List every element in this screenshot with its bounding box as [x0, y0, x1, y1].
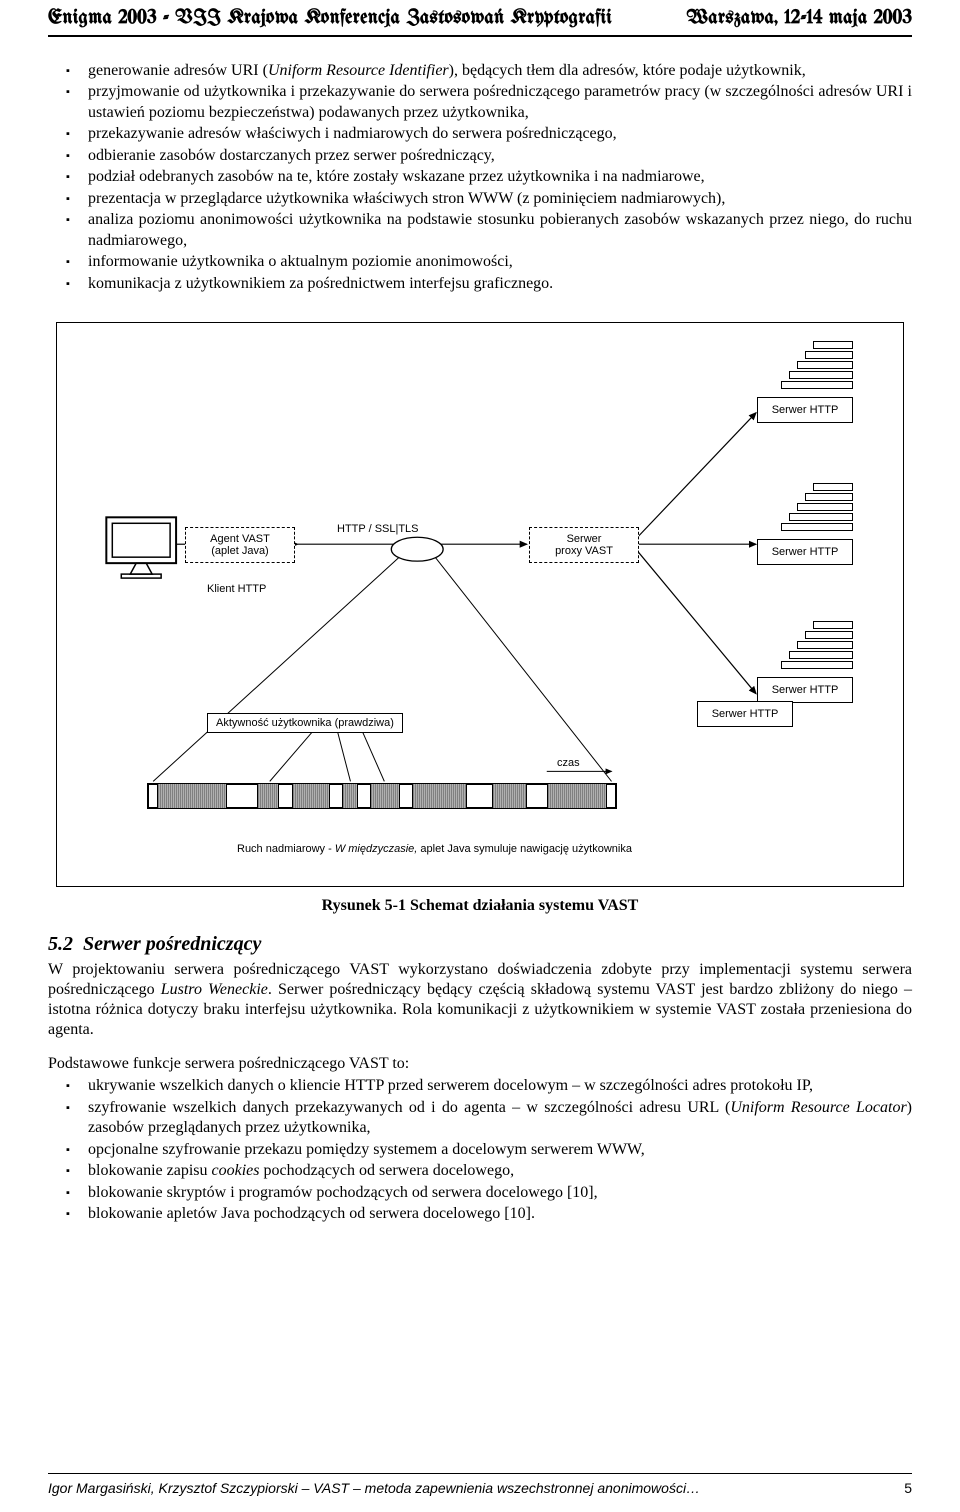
server-stack-4: Serwer HTTP: [697, 701, 793, 727]
timeline-segment: [492, 783, 527, 809]
list-item: blokowanie zapisu cookies pochodzących o…: [48, 1161, 912, 1181]
server-label-3: Serwer HTTP: [757, 677, 853, 703]
list-item: opcjonalne szyfrowanie przekazu pomiędzy…: [48, 1140, 912, 1160]
page-footer: Igor Margasiński, Krzysztof Szczypiorski…: [48, 1473, 912, 1496]
list-item: odbieranie zasobów dostarczanych przez s…: [48, 146, 912, 166]
proxy-line1: Serwer: [567, 533, 602, 545]
footer-left: Igor Margasiński, Krzysztof Szczypiorski…: [48, 1480, 700, 1496]
list-item: przekazywanie adresów właściwych i nadmi…: [48, 124, 912, 144]
timeline-segment: [157, 783, 227, 809]
list-item: ukrywanie wszelkich danych o kliencie HT…: [48, 1076, 912, 1096]
server-label-4: Serwer HTTP: [697, 701, 793, 727]
list-item: przyjmowanie od użytkownika i przekazywa…: [48, 82, 912, 123]
list-item: szyfrowanie wszelkich danych przekazywan…: [48, 1098, 912, 1139]
timeline-segment: [257, 783, 279, 809]
activity-label: Aktywność użytkownika (prawdziwa): [207, 713, 403, 733]
client-label: Klient HTTP: [207, 583, 266, 595]
timeline-segment: [412, 783, 467, 809]
czas-label: czas: [557, 757, 580, 769]
list-item: komunikacja z użytkownikiem za pośrednic…: [48, 274, 912, 294]
agent-line2: (aplet Java): [211, 545, 268, 557]
server-label-2: Serwer HTTP: [757, 539, 853, 565]
header-left: Enigma 2003 - VII Krajowa Konferencja Za…: [48, 8, 612, 29]
server-label-1: Serwer HTTP: [757, 397, 853, 423]
agent-box: Agent VAST (aplet Java): [185, 527, 295, 563]
list-item: podział odebranych zasobów na te, które …: [48, 167, 912, 187]
section-title: Serwer pośredniczący: [83, 933, 261, 955]
list-item: prezentacja w przeglądarce użytkownika w…: [48, 189, 912, 209]
list-item: blokowanie skryptów i programów pochodzą…: [48, 1183, 912, 1203]
list-item: informowanie użytkownika o aktualnym poz…: [48, 252, 912, 272]
bullet-list-1: generowanie adresów URI (Uniform Resourc…: [48, 61, 912, 294]
section-num: 5.2: [48, 933, 73, 955]
server-stack-2: Serwer HTTP: [757, 483, 853, 565]
list-item: analiza poziomu anonimowości użytkownika…: [48, 210, 912, 251]
timeline-segment: [292, 783, 330, 809]
proxy-box: Serwer proxy VAST: [529, 527, 639, 563]
timeline-segment: [547, 783, 607, 809]
list-item: blokowanie apletów Java pochodzących od …: [48, 1204, 912, 1224]
list-item: generowanie adresów URI (Uniform Resourc…: [48, 61, 912, 81]
section-5-2-heading: 5.2 Serwer pośredniczący: [48, 933, 912, 956]
server-stack-3: Serwer HTTP: [757, 621, 853, 703]
proxy-line2: proxy VAST: [555, 545, 613, 557]
header-right: Warszawa, 12-14 maja 2003: [686, 8, 912, 29]
figure-caption: Rysunek 5-1 Schemat działania systemu VA…: [48, 897, 912, 915]
page-header: Enigma 2003 - VII Krajowa Konferencja Za…: [48, 0, 912, 37]
conn-label: HTTP / SSL|TLS: [337, 523, 419, 535]
diagram-figure: Serwer HTTP Serwer HTTP Serwer HTTP: [56, 322, 904, 887]
list2-intro: Podstawowe funkcje serwera pośredniczące…: [48, 1054, 912, 1074]
timeline-segment: [370, 783, 400, 809]
timeline-segment: [342, 783, 358, 809]
diagram-bottom-text: Ruch nadmiarowy - W międzyczasie, aplet …: [237, 843, 632, 855]
bullet-list-2: ukrywanie wszelkich danych o kliencie HT…: [48, 1076, 912, 1224]
server-stack-1: Serwer HTTP: [757, 341, 853, 423]
footer-page-number: 5: [904, 1480, 912, 1496]
agent-line1: Agent VAST: [210, 533, 270, 545]
section-5-2-para: W projektowaniu serwera pośredniczącego …: [48, 960, 912, 1040]
